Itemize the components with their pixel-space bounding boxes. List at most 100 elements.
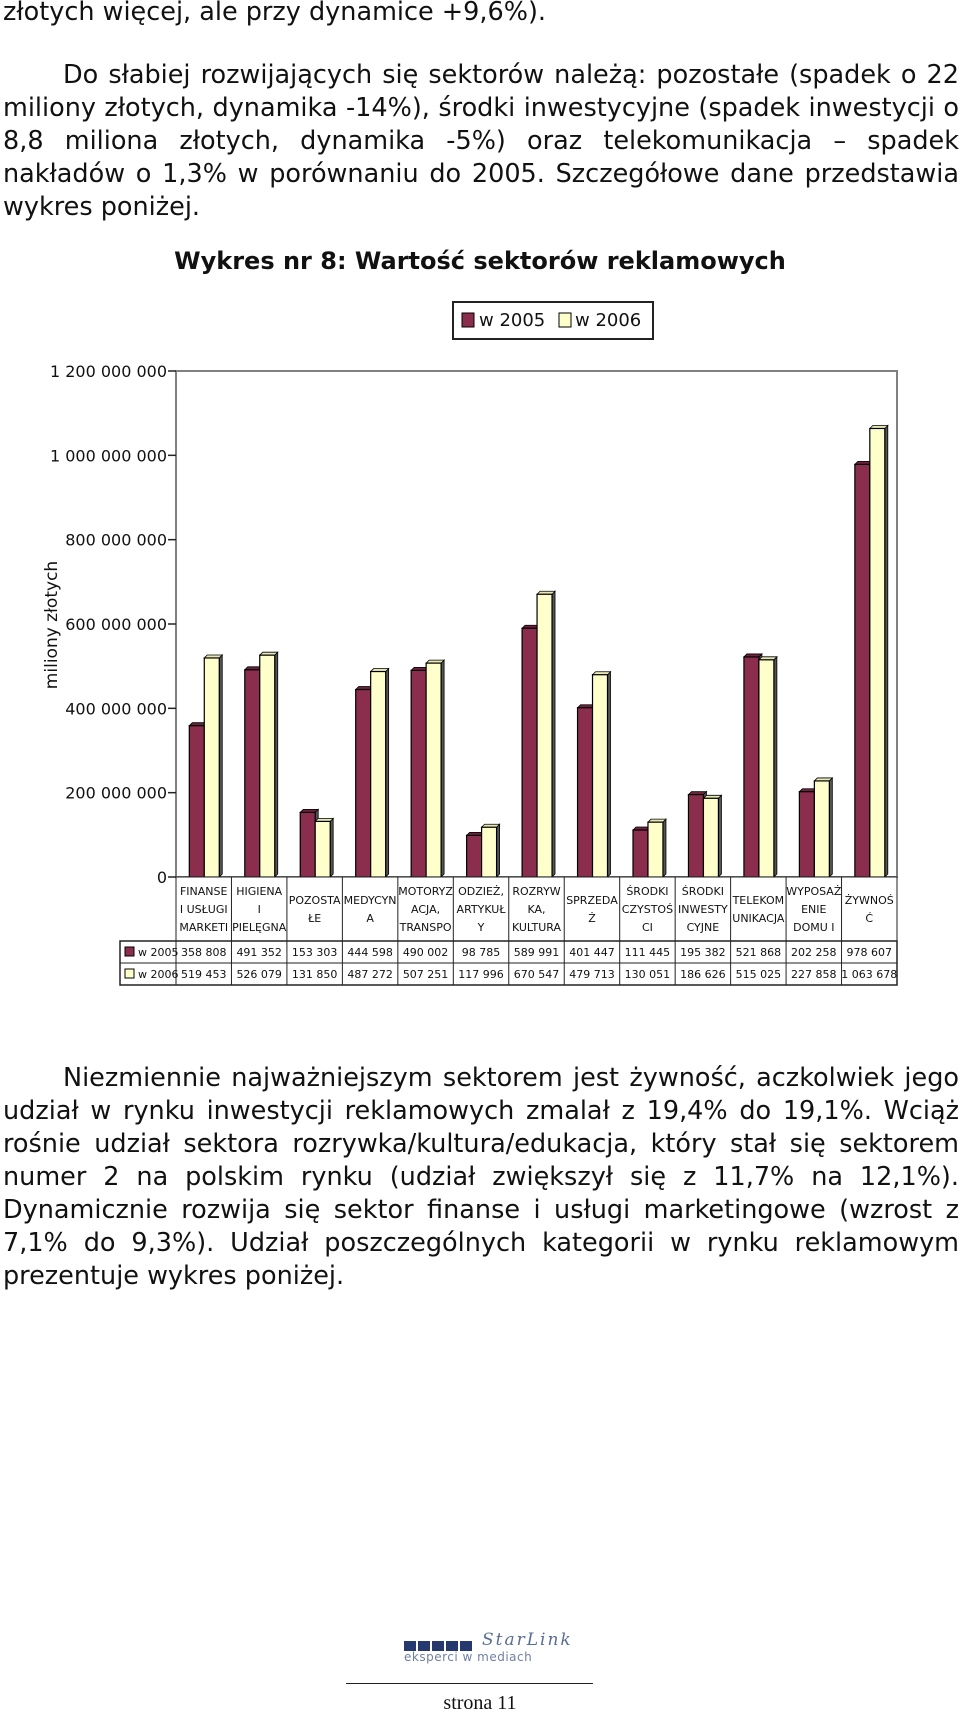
bar-2005	[188, 725, 205, 878]
category-label: HIGIENA	[236, 885, 282, 898]
table-value-label: 111 445	[625, 946, 671, 959]
bar-2006	[647, 821, 664, 878]
bar-2005	[576, 707, 594, 878]
bar-2005	[798, 791, 815, 878]
category-label: MEDYCYN	[344, 894, 397, 907]
table-legend-swatch	[124, 968, 135, 979]
legend-swatch-2005	[461, 312, 475, 328]
category-label: ACJA,	[411, 903, 440, 916]
logo-squares	[404, 1636, 474, 1655]
bar-2006	[425, 662, 442, 878]
category-label: ŚRODKI	[682, 885, 724, 898]
table-value-label: 479 713	[569, 968, 615, 981]
category-label: ARTYKUŁ	[457, 903, 507, 916]
data-table: FINANSE I USŁUGI MARKETI HIGIENA I PIELĘGNA PO…	[119, 876, 898, 986]
table-series-name: w 2005	[138, 946, 179, 959]
bar-2005	[632, 829, 649, 878]
legend: w 2005 w 2006	[452, 301, 654, 340]
category-label: I USŁUGI	[180, 903, 228, 916]
category-label: CZYSTOŚ	[622, 903, 673, 916]
table-value-label: 227 858	[791, 968, 837, 981]
page-number: strona 11	[443, 1692, 517, 1714]
table-value-label: 519 453	[181, 968, 227, 981]
bar-2005	[743, 656, 760, 878]
table-value-label: 358 808	[181, 946, 227, 959]
logo-tagline: eksperci w mediach	[404, 1650, 533, 1664]
table-value-label: 195 382	[680, 946, 726, 959]
category-label: SPRZEDA	[566, 894, 618, 907]
bar-2005	[687, 794, 705, 878]
table-value-label: 130 051	[625, 968, 671, 981]
category-label: CI	[642, 921, 653, 934]
logo-brand: StarLink	[482, 1630, 573, 1650]
table-legend-swatch	[124, 946, 135, 957]
category-label: POZOSTA	[289, 894, 341, 907]
bar-2005	[299, 811, 316, 878]
category-label: DOMU I	[793, 921, 834, 934]
category-label: UNIKACJA	[732, 912, 785, 925]
category-label: ODZIEŻ,	[458, 885, 504, 898]
category-label: ŻYWNOŚ	[845, 894, 894, 907]
table-value-label: 186 626	[680, 968, 726, 981]
category-label: ŚRODKI	[626, 885, 668, 898]
table-value-label: 521 868	[736, 946, 782, 959]
category-label: A	[366, 912, 374, 925]
table-value-label: 589 991	[514, 946, 560, 959]
table-value-label: 153 303	[292, 946, 338, 959]
bar-2006	[869, 427, 886, 878]
bar-2006	[259, 654, 276, 878]
table-value-label: 978 607	[847, 946, 893, 959]
y-tick-label: 800 000 000	[65, 531, 167, 550]
paragraph-food-sector-text: Niezmiennie najważniejszym sektorem jest…	[3, 1063, 959, 1291]
paragraph-intro-end: złotych więcej, ale przy dynamice +9,6%)…	[3, 0, 547, 27]
y-axis-title: miliony złotych	[42, 561, 62, 689]
table-value-label: 131 850	[292, 968, 338, 981]
category-label: FINANSE	[180, 885, 228, 898]
y-tick-label: 200 000 000	[65, 784, 167, 803]
bar-2005	[410, 669, 427, 878]
table-value-label: 515 025	[736, 968, 782, 981]
table-value-label: 487 272	[347, 968, 393, 981]
category-label: Ż	[588, 912, 596, 925]
plot-area: 0 200 000 000 400 000 000 600 000 000 800 00…	[50, 362, 898, 887]
category-label: INWESTY	[678, 903, 728, 916]
table-value-label: 1 063 678	[841, 968, 897, 981]
category-label: ENIE	[801, 903, 826, 916]
legend-frame	[452, 301, 654, 340]
bar-2005	[521, 627, 538, 878]
bar-2006	[370, 670, 387, 878]
footer-rule	[346, 1683, 593, 1684]
starlink-logo: StarLink eksperci w mediach	[400, 1630, 571, 1668]
table-value-label: 507 251	[403, 968, 449, 981]
bar-2006	[203, 657, 220, 878]
bar-2006	[702, 797, 720, 878]
category-label: KULTURA	[512, 921, 562, 934]
bar-2006	[314, 820, 331, 878]
paragraph-weak-sectors: Do słabiej rozwijających się sektorów na…	[3, 59, 959, 224]
table-value-label: 98 785	[462, 946, 501, 959]
category-label: Y	[477, 921, 485, 934]
table-series-name: w 2006	[138, 968, 179, 981]
y-tick-label: 1 000 000 000	[50, 446, 167, 465]
bar-2006	[591, 674, 609, 878]
y-tick-label: 400 000 000	[65, 699, 167, 718]
paragraph-food-sector: Niezmiennie najważniejszym sektorem jest…	[3, 1062, 959, 1293]
bar-2005	[355, 688, 372, 878]
table-value-label: 526 079	[236, 968, 282, 981]
table-value-label: 444 598	[347, 946, 393, 959]
bar-2006	[813, 780, 830, 878]
category-label: MOTORYZ	[398, 885, 453, 898]
bar-2005	[244, 669, 261, 878]
legend-label-2005: w 2005	[479, 310, 545, 331]
paragraph-weak-sectors-text: Do słabiej rozwijających się sektorów na…	[3, 60, 959, 222]
category-label: PIELĘGNA	[232, 921, 287, 934]
chart-title: Wykres nr 8: Wartość sektorów reklamowyc…	[174, 247, 786, 275]
table-value-label: 202 258	[791, 946, 837, 959]
bar-2006	[480, 826, 498, 878]
legend-swatch-2006	[558, 312, 572, 328]
bar-2006	[536, 593, 553, 878]
table-value-label: 491 352	[236, 946, 282, 959]
category-label: TELEKOM	[732, 894, 785, 907]
y-tick-label: 1 200 000 000	[50, 362, 167, 381]
table-value-label: 490 002	[403, 946, 449, 959]
